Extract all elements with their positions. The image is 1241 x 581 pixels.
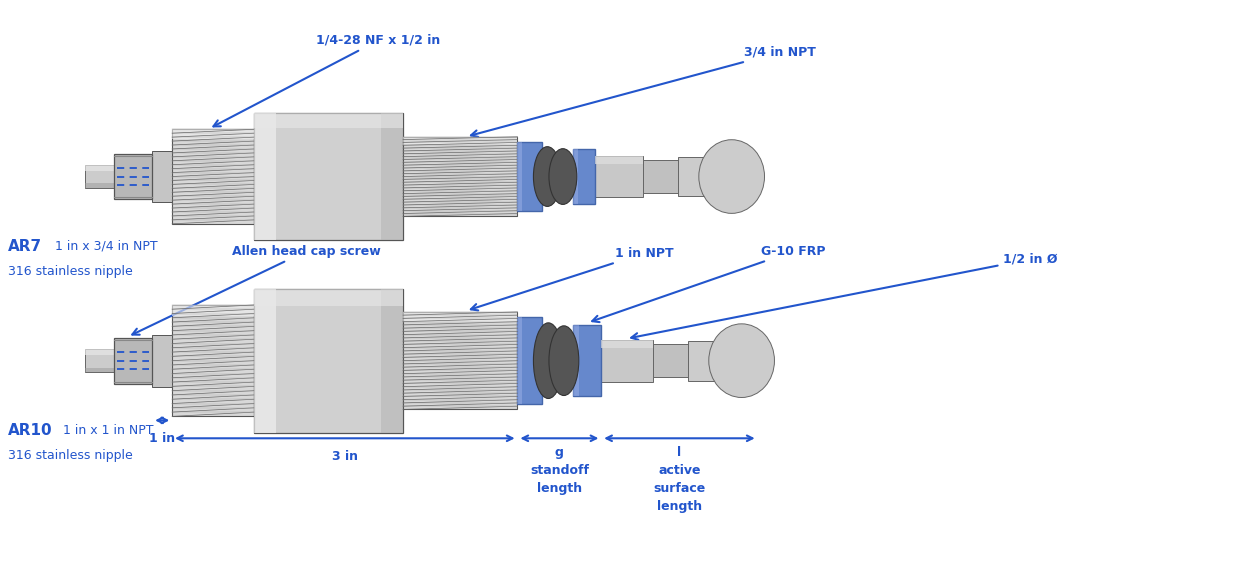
Text: g: g xyxy=(555,446,563,459)
Text: 1 in NPT: 1 in NPT xyxy=(470,247,674,310)
Ellipse shape xyxy=(699,139,764,213)
Bar xyxy=(653,344,688,377)
Text: AR7: AR7 xyxy=(7,239,42,254)
Text: 1 in: 1 in xyxy=(149,432,175,445)
Bar xyxy=(172,305,253,417)
Bar xyxy=(253,289,277,433)
Bar xyxy=(517,142,542,211)
Bar xyxy=(596,156,643,164)
Bar xyxy=(573,325,580,396)
Bar xyxy=(114,153,153,199)
Ellipse shape xyxy=(549,326,578,396)
Bar xyxy=(84,349,114,355)
Bar xyxy=(716,158,732,195)
Text: 3 in: 3 in xyxy=(331,450,357,463)
Text: 1/2 in Ø: 1/2 in Ø xyxy=(632,253,1057,340)
Bar xyxy=(153,150,172,202)
Bar xyxy=(517,142,522,211)
Bar xyxy=(84,165,114,171)
Text: standoff: standoff xyxy=(530,464,589,477)
Bar xyxy=(596,156,643,198)
Bar xyxy=(84,349,114,372)
Bar xyxy=(172,130,253,139)
Bar xyxy=(403,137,517,216)
Bar xyxy=(602,340,653,348)
Ellipse shape xyxy=(549,149,577,205)
Bar xyxy=(84,368,114,372)
Bar xyxy=(403,312,517,322)
Text: 1/4-28 NF x 1/2 in: 1/4-28 NF x 1/2 in xyxy=(213,34,441,127)
Bar xyxy=(517,317,542,404)
Text: 3/4 in NPT: 3/4 in NPT xyxy=(470,46,817,137)
Bar xyxy=(573,149,578,205)
Text: 316 stainless nipple: 316 stainless nipple xyxy=(7,449,133,462)
Bar xyxy=(678,157,716,196)
Text: 1 in x 1 in NPT: 1 in x 1 in NPT xyxy=(63,424,153,437)
Ellipse shape xyxy=(534,146,561,206)
Bar xyxy=(253,113,403,128)
Bar xyxy=(84,184,114,188)
Bar xyxy=(403,137,517,145)
Text: length: length xyxy=(537,482,582,495)
Bar xyxy=(253,113,277,240)
Text: surface: surface xyxy=(653,482,706,495)
Bar xyxy=(153,335,172,386)
Text: G-10 FRP: G-10 FRP xyxy=(592,245,825,322)
Bar xyxy=(84,165,114,188)
Ellipse shape xyxy=(709,324,774,397)
Bar xyxy=(114,338,153,383)
Bar xyxy=(643,160,678,193)
Text: Allen head cap screw: Allen head cap screw xyxy=(133,245,381,335)
Bar xyxy=(253,289,403,433)
Bar xyxy=(726,342,742,379)
Bar xyxy=(517,317,522,404)
Text: 316 stainless nipple: 316 stainless nipple xyxy=(7,264,133,278)
Ellipse shape xyxy=(534,323,563,399)
Bar xyxy=(403,312,517,410)
Bar xyxy=(253,289,403,306)
Bar xyxy=(573,325,602,396)
Bar xyxy=(688,341,726,381)
Text: 1 in x 3/4 in NPT: 1 in x 3/4 in NPT xyxy=(55,240,158,253)
Text: AR10: AR10 xyxy=(7,423,52,438)
Bar xyxy=(253,113,403,240)
Bar xyxy=(381,113,403,240)
Bar xyxy=(573,149,596,205)
Bar xyxy=(381,289,403,433)
Bar xyxy=(172,305,253,316)
Text: active: active xyxy=(658,464,701,477)
Bar xyxy=(602,340,653,382)
Text: l: l xyxy=(678,446,681,459)
Bar xyxy=(172,130,253,224)
Text: length: length xyxy=(656,500,702,513)
